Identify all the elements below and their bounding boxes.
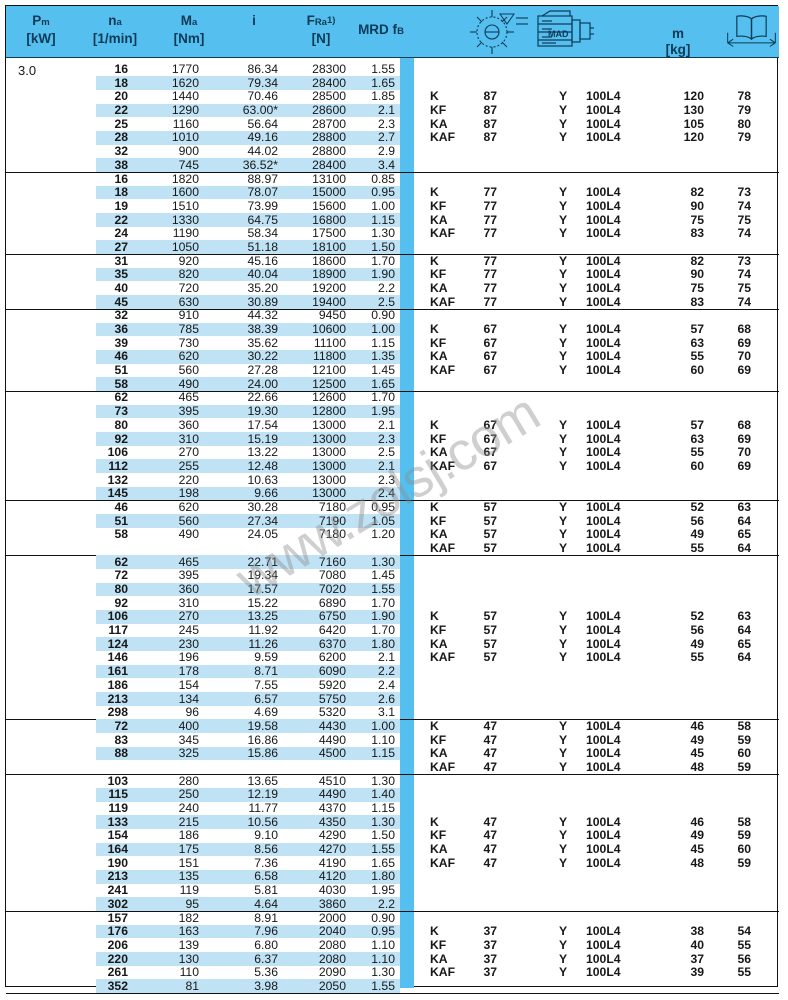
- svg-text:MAD: MAD: [548, 29, 569, 39]
